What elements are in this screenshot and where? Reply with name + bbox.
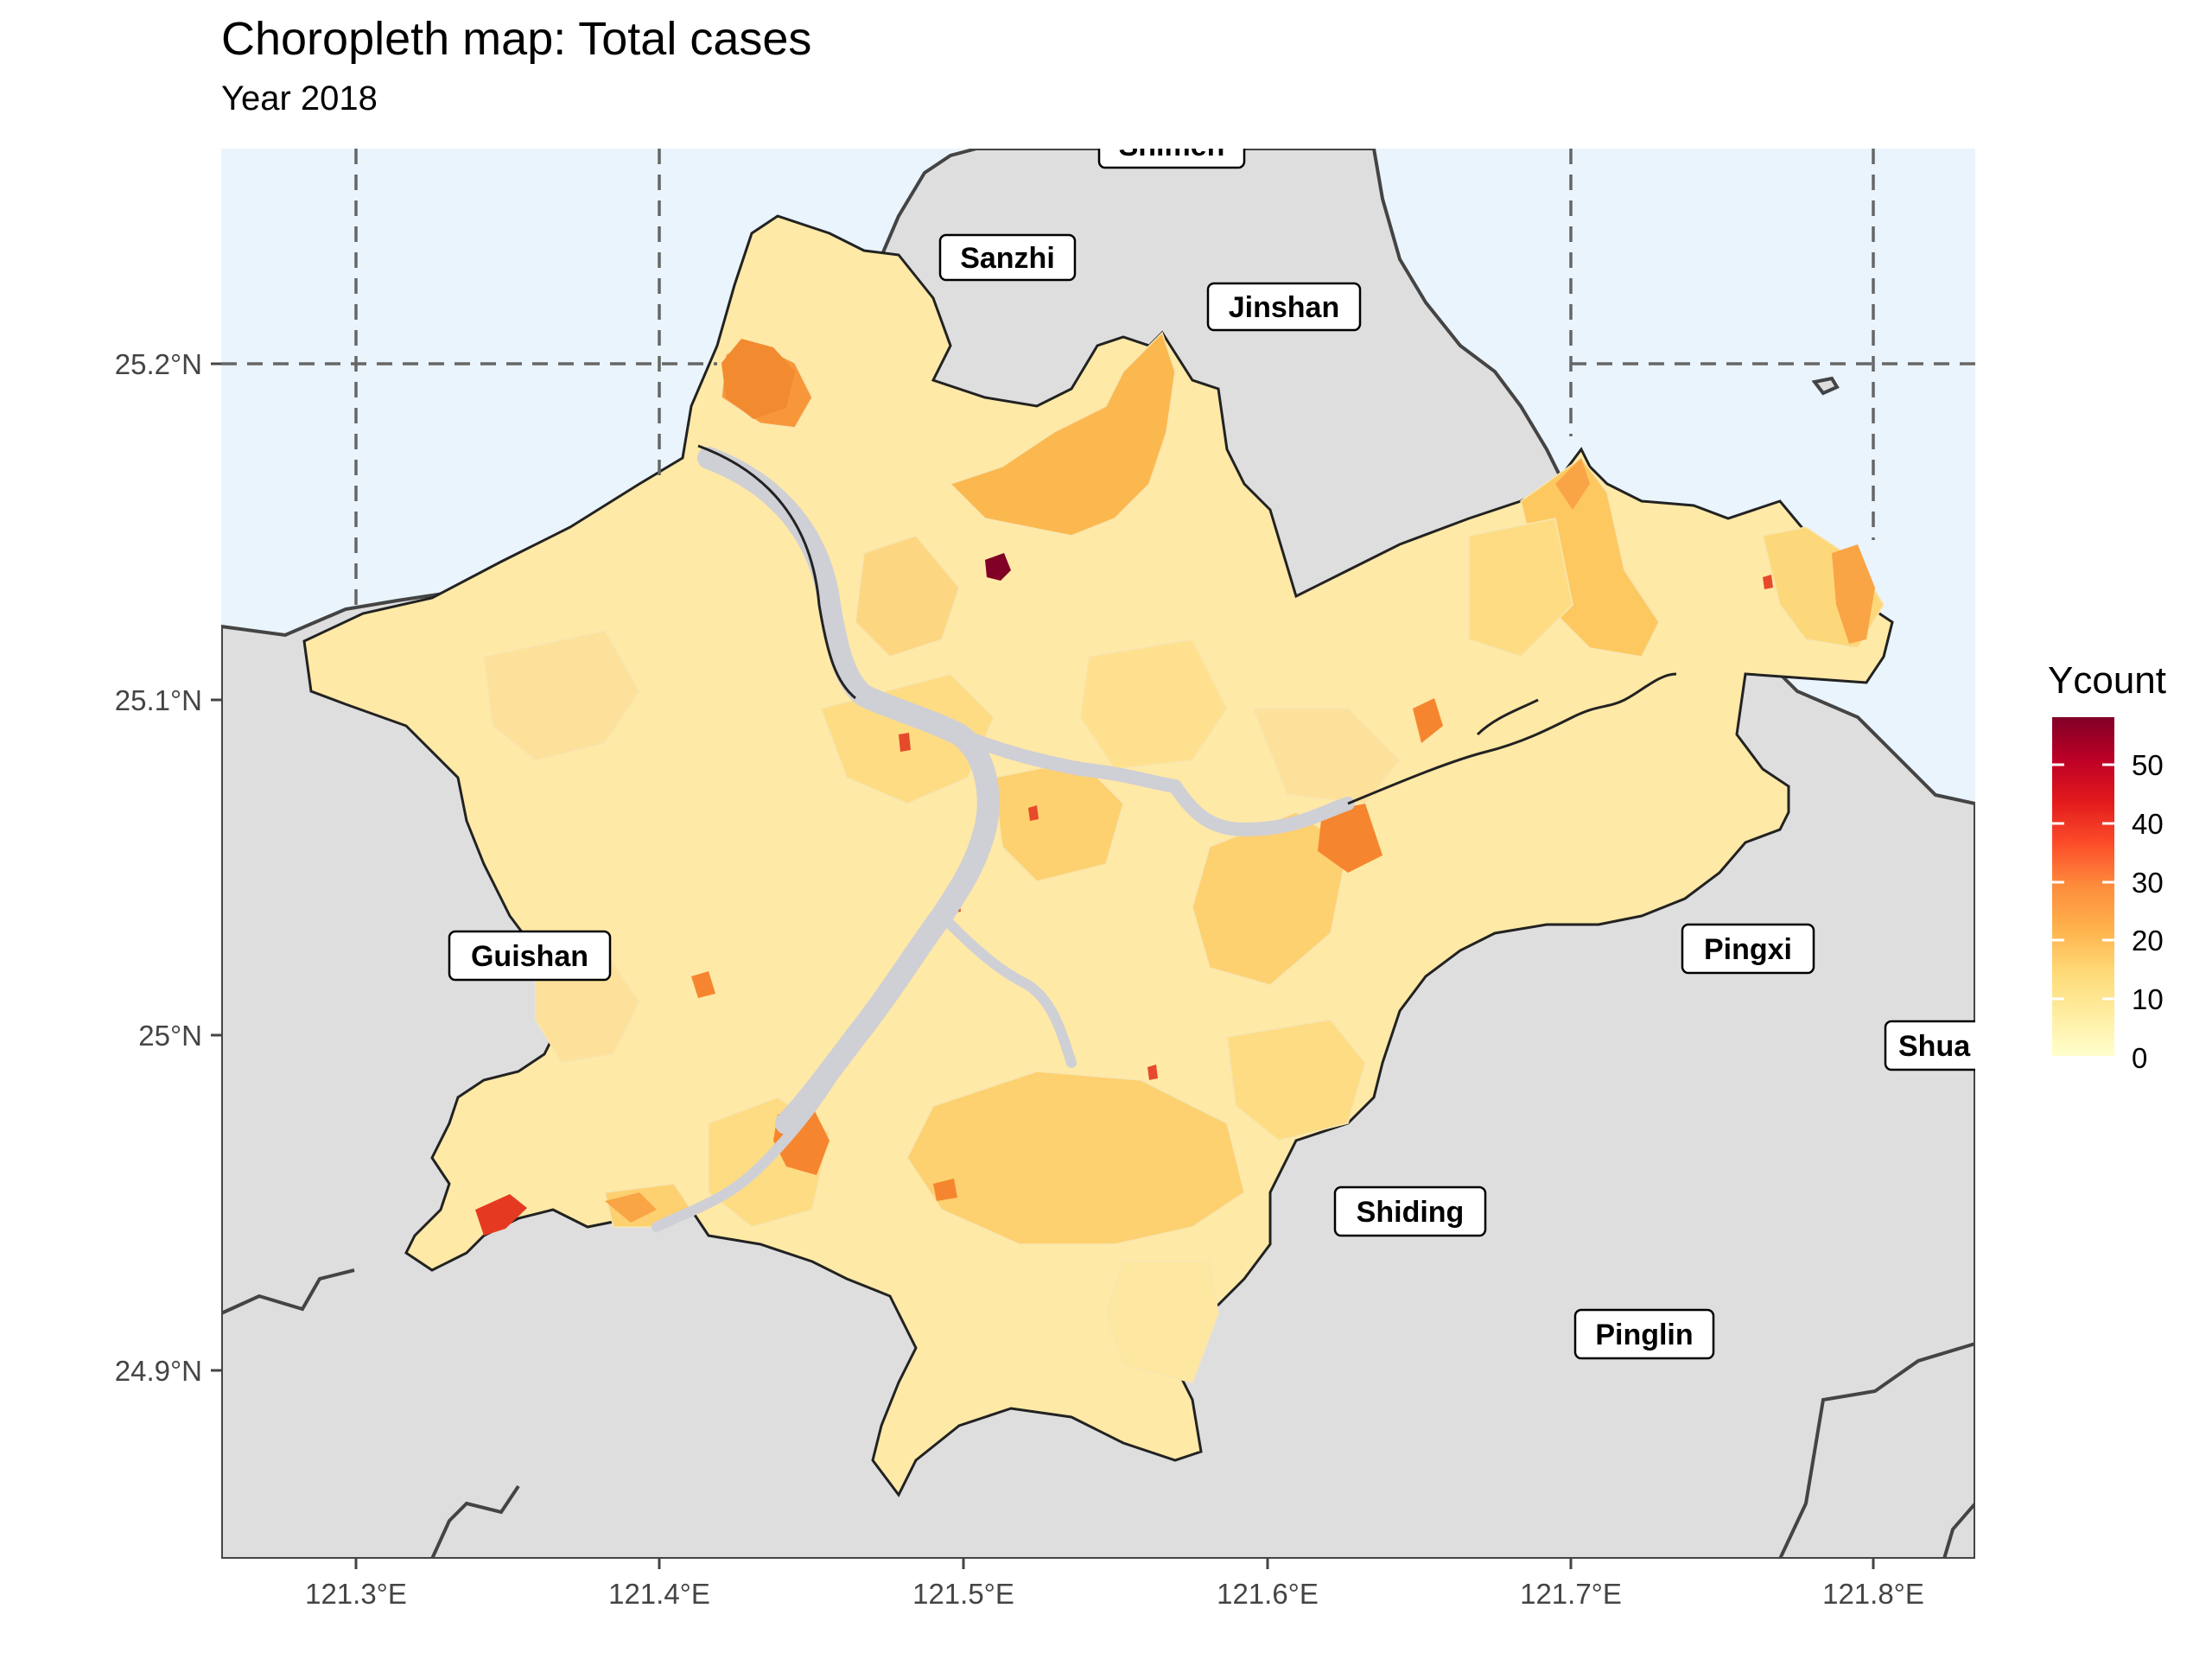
svg-text:Sanzhi: Sanzhi	[960, 242, 1055, 275]
svg-text:Shimen: Shimen	[1119, 130, 1225, 162]
hotspot-xizhi	[1555, 458, 1590, 510]
place-label-guishan: Guishan	[448, 930, 612, 982]
x-axis: 121.3°E 121.4°E 121.5°E 121.6°E 121.7°E …	[305, 1559, 1924, 1610]
place-label-jinshan: Jinshan	[1206, 282, 1362, 332]
color-legend: Ycount 50 40 30 20 10 0	[2048, 659, 2166, 1074]
x-tick-label: 121.8°E	[1822, 1578, 1924, 1610]
district-nangang	[1251, 708, 1402, 804]
y-tick-label: 25.2°N	[115, 348, 202, 380]
hotspot-yingge	[475, 1194, 527, 1236]
xindian-river	[937, 911, 1077, 1068]
keelung-river	[952, 728, 1355, 836]
legend-tick-label: 50	[2132, 749, 2164, 781]
legend-tick-label: 10	[2132, 983, 2164, 1015]
district-tamsui	[855, 535, 960, 658]
legend-tick-label: 20	[2132, 925, 2164, 957]
y-axis: 25.2°N 25.1°N 25°N 24.9°N	[115, 348, 221, 1387]
district-shenkeng	[1226, 1019, 1366, 1141]
hotspot-neihu	[1318, 804, 1382, 873]
place-label-pingxi: Pingxi	[1681, 923, 1815, 975]
svg-text:Pinglin: Pinglin	[1595, 1319, 1693, 1351]
place-labels: Shimen Sanzhi Jinshan Guishan Pingxi Shu…	[448, 130, 1975, 1360]
hotspot-banqiao	[933, 1179, 957, 1201]
legend-tick-label: 40	[2132, 808, 2164, 840]
svg-text:Shua: Shua	[1898, 1030, 1971, 1063]
hotspot-pingxi	[605, 1192, 657, 1223]
place-label-shimen: Shimen	[1097, 130, 1246, 169]
district-wulai	[1105, 1261, 1219, 1383]
place-label-sanzhi: Sanzhi	[938, 233, 1077, 282]
map-subtitle: Year 2018	[221, 79, 378, 118]
x-tick-label: 121.4°E	[608, 1578, 710, 1610]
district-beitou-north	[949, 331, 1176, 537]
river-banks	[697, 444, 1677, 805]
hotspot-keelung	[1832, 544, 1875, 644]
y-tick-label: 25.1°N	[115, 684, 202, 716]
x-tick-label: 121.5°E	[912, 1578, 1014, 1610]
place-label-shuangxi: Shua	[1884, 1020, 1975, 1071]
tamsui-river	[697, 447, 1000, 1135]
svg-text:Guishan: Guishan	[471, 940, 588, 973]
map-panel: Shimen Sanzhi Jinshan Guishan Pingxi Shu…	[221, 130, 1975, 1559]
district-xindian	[906, 1071, 1245, 1245]
legend-tick-label: 0	[2132, 1042, 2147, 1074]
hotspot-jingmei	[1147, 1065, 1158, 1080]
x-tick-label: 121.3°E	[305, 1578, 407, 1610]
district-zhongzheng	[993, 760, 1124, 882]
place-label-shiding: Shiding	[1333, 1185, 1487, 1237]
hotspot-daan	[1028, 805, 1039, 821]
y-tick-label: 25°N	[138, 1020, 202, 1052]
legend-tick-marks	[2052, 763, 2114, 1001]
place-label-pinglin: Pinglin	[1573, 1308, 1715, 1360]
y-tick-label: 24.9°N	[115, 1355, 202, 1387]
hotspot-wugu	[691, 971, 715, 998]
hotspot-ruifang	[1763, 575, 1773, 589]
x-tick-label: 121.7°E	[1520, 1578, 1622, 1610]
graticule	[221, 149, 1975, 605]
choropleth-hotspots	[475, 339, 1875, 1236]
y-axis-ticks	[211, 362, 221, 1372]
district-neihu	[1079, 639, 1228, 770]
district-shuangxi	[1468, 518, 1573, 658]
x-tick-label: 121.6°E	[1217, 1578, 1319, 1610]
svg-text:Jinshan: Jinshan	[1229, 291, 1339, 324]
district-luzhou	[483, 630, 640, 761]
legend-colorbar	[2052, 717, 2114, 1056]
svg-text:Shiding: Shiding	[1357, 1196, 1465, 1229]
map-title: Choropleth map: Total cases	[221, 13, 812, 65]
x-axis-ticks	[354, 1559, 1875, 1569]
hotspot-shuangxi	[1413, 698, 1443, 743]
rivers	[652, 447, 1355, 1232]
dahan-river	[652, 1032, 861, 1232]
hotspot-shilin	[899, 733, 911, 752]
county-boundaries	[221, 1268, 1975, 1559]
svg-text:Pingxi: Pingxi	[1704, 933, 1792, 966]
legend-title: Ycount	[2048, 659, 2166, 702]
hotspot-beitou	[985, 553, 1011, 581]
islet	[1811, 376, 1840, 396]
hotspot-north	[721, 339, 795, 419]
legend-tick-label: 30	[2132, 867, 2164, 899]
